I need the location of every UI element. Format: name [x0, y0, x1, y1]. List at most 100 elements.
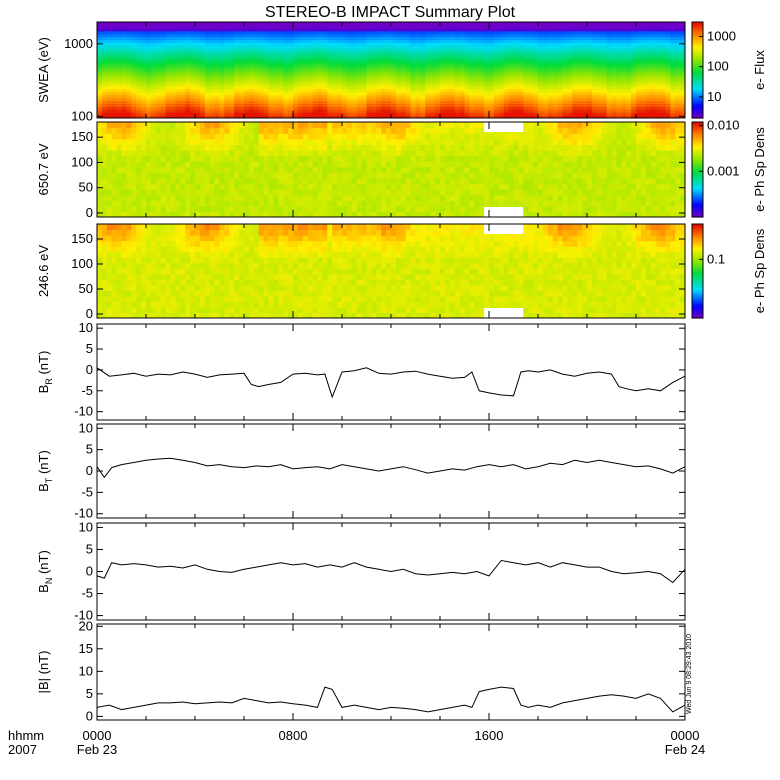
heatmap-cell — [116, 68, 123, 73]
heatmap-cell — [577, 109, 583, 113]
heatmap-cell — [542, 42, 549, 46]
heatmap-cell — [302, 59, 309, 64]
heatmap-cell — [371, 24, 377, 29]
heatmap-cell — [263, 30, 270, 35]
heatmap-cell — [239, 161, 245, 168]
heatmap-cell — [170, 150, 176, 157]
heatmap-cell — [449, 33, 456, 38]
heatmap-cell — [665, 62, 671, 67]
heatmap-cell — [146, 94, 152, 99]
heatmap-cell — [528, 80, 534, 84]
heatmap-cell — [670, 88, 676, 93]
heatmap-cell — [239, 106, 245, 110]
heatmap-cell — [165, 65, 172, 70]
heatmap-cell — [577, 56, 583, 61]
heatmap-cell — [430, 22, 436, 26]
heatmap-cell — [449, 62, 456, 67]
heatmap-cell — [278, 88, 284, 93]
heatmap-cell — [528, 91, 534, 96]
heatmap-cell — [312, 150, 319, 157]
heatmap-cell — [136, 178, 142, 185]
heatmap-cell — [229, 62, 235, 67]
heatmap-cell — [611, 115, 617, 118]
heatmap-cell — [204, 24, 211, 29]
heatmap-cell — [444, 48, 451, 52]
heatmap-cell — [253, 36, 260, 41]
heatmap-cell — [469, 54, 475, 58]
heatmap-cell — [479, 59, 485, 64]
heatmap-cell — [263, 115, 270, 118]
heatmap-cell — [224, 27, 230, 32]
heatmap-cell — [248, 91, 255, 96]
heatmap-cell — [160, 200, 167, 207]
heatmap-cell — [366, 56, 372, 61]
heatmap-cell — [351, 45, 358, 49]
heatmap-cell — [111, 24, 118, 29]
heatmap-cell — [572, 42, 578, 46]
heatmap-cell — [670, 42, 676, 46]
heatmap-cell — [195, 150, 201, 157]
heatmap-cell — [253, 56, 260, 61]
heatmap-cell — [645, 106, 652, 110]
heatmap-cell — [278, 106, 284, 110]
heatmap-cell — [165, 206, 172, 213]
heatmap-cell — [175, 83, 181, 87]
heatmap-cell — [572, 54, 578, 58]
heatmap-cell — [195, 77, 201, 81]
heatmap-cell — [616, 33, 622, 38]
heatmap-cell — [180, 71, 186, 75]
heatmap-cell — [106, 97, 113, 102]
heatmap-cell — [400, 24, 407, 29]
heatmap-cell — [150, 54, 157, 58]
heatmap-cell — [528, 71, 534, 75]
heatmap-cell — [665, 88, 671, 93]
heatmap-cell — [430, 109, 436, 113]
heatmap-cell — [185, 172, 191, 179]
heatmap-cell — [484, 51, 490, 55]
heatmap-cell — [170, 56, 176, 61]
heatmap-cell — [528, 36, 534, 41]
heatmap-cell — [111, 172, 118, 179]
heatmap-cell — [508, 115, 515, 118]
heatmap-cell — [518, 65, 524, 70]
heatmap-cell — [557, 51, 564, 55]
heatmap-cell — [268, 80, 274, 84]
heatmap-cell — [175, 68, 181, 73]
heatmap-cell — [493, 86, 500, 90]
heatmap-cell — [631, 36, 637, 41]
heatmap-cell — [489, 30, 495, 35]
heatmap-cell — [547, 62, 554, 67]
heatmap-cell — [136, 27, 142, 32]
heatmap-cell — [533, 30, 539, 35]
heatmap-cell — [454, 24, 461, 29]
heatmap-cell — [273, 27, 279, 32]
heatmap-cell — [498, 100, 505, 105]
heatmap-cell — [508, 36, 515, 41]
heatmap-cell — [405, 80, 412, 84]
heatmap-cell — [190, 30, 196, 35]
heatmap-cell — [464, 115, 470, 118]
heatmap-cell — [479, 68, 485, 73]
heatmap-cell — [680, 51, 685, 55]
heatmap-cell — [351, 36, 358, 41]
heatmap-cell — [322, 83, 328, 87]
heatmap-cell — [567, 22, 573, 26]
heatmap-cell — [332, 71, 338, 75]
heatmap-cell — [405, 91, 412, 96]
heatmap-cell — [444, 115, 451, 118]
heatmap-cell — [562, 109, 568, 113]
heatmap-cell — [660, 24, 666, 29]
heatmap-cell — [288, 100, 294, 105]
heatmap-cell — [376, 94, 382, 99]
heatmap-cell — [631, 86, 637, 90]
heatmap-cell — [645, 112, 652, 116]
heatmap-cell — [175, 167, 181, 173]
heatmap-cell — [317, 62, 323, 67]
heatmap-cell — [395, 80, 402, 84]
heatmap-cell — [248, 22, 255, 26]
heatmap-cell — [469, 77, 475, 81]
heatmap-cell — [616, 103, 622, 107]
heatmap-cell — [101, 103, 108, 107]
heatmap-cell — [253, 74, 260, 78]
heatmap-cell — [160, 83, 167, 87]
